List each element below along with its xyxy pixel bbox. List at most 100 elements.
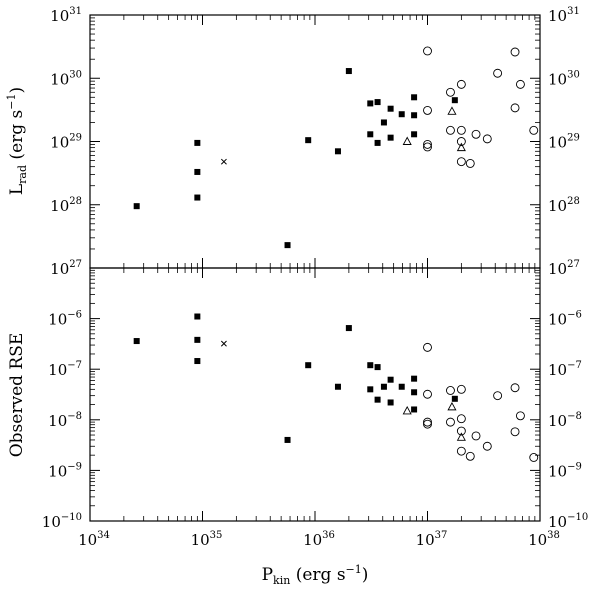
top-point-open-circle	[423, 142, 432, 152]
bottom-point-filled-square	[411, 375, 418, 382]
top-y-tick-label-left: 1030	[50, 69, 82, 88]
top-point-open-circle	[456, 157, 466, 167]
bottom-point-open-circle	[423, 389, 432, 399]
bottom-y-tick-label-left: 10−9	[48, 461, 82, 480]
top-point-filled-square	[398, 111, 405, 118]
bottom-point-open-circle	[471, 431, 481, 441]
top-point-filled-square	[133, 203, 140, 210]
bottom-y-tick-label-left: 10−6	[48, 310, 82, 329]
bottom-y-tick-label-right: 10−7	[548, 360, 582, 379]
top-point-filled-square	[387, 105, 394, 112]
top-point-filled-square	[411, 94, 418, 101]
top-point-filled-square	[451, 97, 458, 104]
top-point-open-circle	[446, 87, 455, 97]
top-point-open-circle	[493, 68, 503, 78]
top-point-filled-square	[334, 148, 341, 155]
bottom-y-tick-label-right: 10−10	[548, 512, 588, 531]
top-point-filled-square	[305, 137, 312, 144]
bottom-point-filled-square	[194, 313, 201, 320]
top-point-filled-square	[411, 112, 418, 119]
top-point-filled-square	[194, 194, 201, 201]
top-point-open-circle	[456, 125, 466, 135]
bottom-point-filled-square	[451, 395, 458, 402]
top-plot-frame	[89, 14, 541, 269]
bottom-point-open-triangle	[447, 401, 457, 411]
bottom-point-open-circle	[482, 441, 492, 451]
bottom-point-open-circle	[465, 451, 475, 461]
bottom-point-open-circle	[456, 414, 466, 424]
bottom-point-filled-square	[411, 389, 418, 396]
bottom-point-open-circle	[423, 342, 432, 352]
bottom-point-filled-square	[284, 436, 291, 443]
top-point-open-circle	[456, 137, 466, 146]
top-point-open-triangle	[402, 136, 412, 145]
bottom-point-filled-square	[374, 364, 381, 371]
bottom-y-tick-label-right: 10−8	[548, 411, 582, 430]
top-point-filled-square	[374, 99, 381, 106]
top-y-tick-label-right: 1030	[548, 69, 580, 88]
x-tick-label: 1038	[528, 530, 560, 549]
top-y-tick-label-left: 1031	[50, 6, 82, 25]
bottom-point-open-circle	[456, 426, 466, 436]
bottom-point-open-circle	[510, 383, 520, 393]
bottom-point-open-circle	[423, 419, 432, 429]
bottom-y-tick-label-left: 10−10	[42, 512, 82, 531]
bottom-point-open-circle	[510, 427, 520, 437]
top-point-open-circle	[465, 158, 475, 168]
bottom-point-filled-square	[387, 399, 394, 406]
top-point-filled-square	[345, 68, 352, 75]
bottom-point-open-circle	[446, 417, 455, 427]
bottom-point-open-circle	[515, 411, 525, 421]
top-point-filled-square	[194, 168, 201, 175]
bottom-point-filled-square	[411, 406, 418, 413]
bottom-point-filled-square	[367, 386, 374, 393]
bottom-point-open-circle	[493, 391, 503, 401]
top-point-cross	[220, 158, 227, 165]
bottom-point-open-circle	[456, 446, 466, 456]
bottom-y-axis-label: Observed RSE	[7, 333, 27, 458]
top-point-open-circle	[510, 103, 520, 113]
bottom-point-filled-square	[380, 383, 387, 390]
x-tick-label: 1036	[303, 530, 335, 549]
top-point-open-circle	[423, 46, 432, 56]
bottom-point-open-circle	[456, 384, 466, 394]
bottom-panel: 10−10 10−10 10−9 10−9 10−8 10−8 10−7 10−7 10−6 10…	[42, 267, 588, 549]
bottom-y-tick-label-right: 10−6	[548, 310, 582, 329]
bottom-point-filled-square	[374, 396, 381, 403]
top-point-filled-square	[380, 119, 387, 126]
top-point-filled-square	[411, 131, 418, 138]
bottom-point-open-circle	[446, 386, 455, 395]
x-tick-label: 1037	[416, 530, 448, 549]
bottom-plot-frame	[89, 267, 541, 522]
bottom-point-filled-square	[387, 376, 394, 383]
top-y-tick-label-right: 1028	[548, 196, 580, 215]
bottom-point-filled-square	[334, 383, 341, 390]
top-point-open-circle	[471, 129, 481, 139]
top-point-filled-square	[284, 242, 291, 249]
top-point-filled-square	[194, 139, 201, 146]
bottom-point-cross	[220, 340, 227, 347]
top-point-filled-square	[374, 139, 381, 146]
bottom-point-filled-square	[367, 362, 374, 369]
bottom-point-filled-square	[133, 338, 140, 345]
bottom-point-filled-square	[305, 362, 312, 369]
x-tick-label: 1034	[78, 530, 110, 549]
top-point-open-circle	[515, 79, 525, 89]
bottom-point-filled-square	[194, 358, 201, 365]
top-point-open-circle	[423, 139, 432, 149]
top-y-tick-label-left: 1028	[50, 196, 82, 215]
top-point-filled-square	[387, 134, 394, 141]
top-point-open-circle	[529, 125, 539, 135]
axis-labels: Lrad (erg s−1) Observed RSE Pkin (erg s−1)	[5, 87, 368, 587]
bottom-point-filled-square	[345, 325, 352, 332]
top-point-open-circle	[482, 134, 492, 144]
top-point-open-triangle	[456, 142, 466, 152]
top-point-open-circle	[446, 125, 455, 135]
top-point-open-circle	[510, 47, 520, 57]
x-tick-label: 1035	[191, 530, 223, 549]
bottom-y-tick-label-left: 10−8	[48, 411, 82, 430]
bottom-point-filled-square	[398, 383, 405, 390]
top-point-filled-square	[367, 131, 374, 138]
bottom-point-open-circle	[529, 453, 539, 462]
top-panel: 1027 1027 1028 1028 1029 1029 1030 1030 1031 1031	[50, 6, 580, 278]
